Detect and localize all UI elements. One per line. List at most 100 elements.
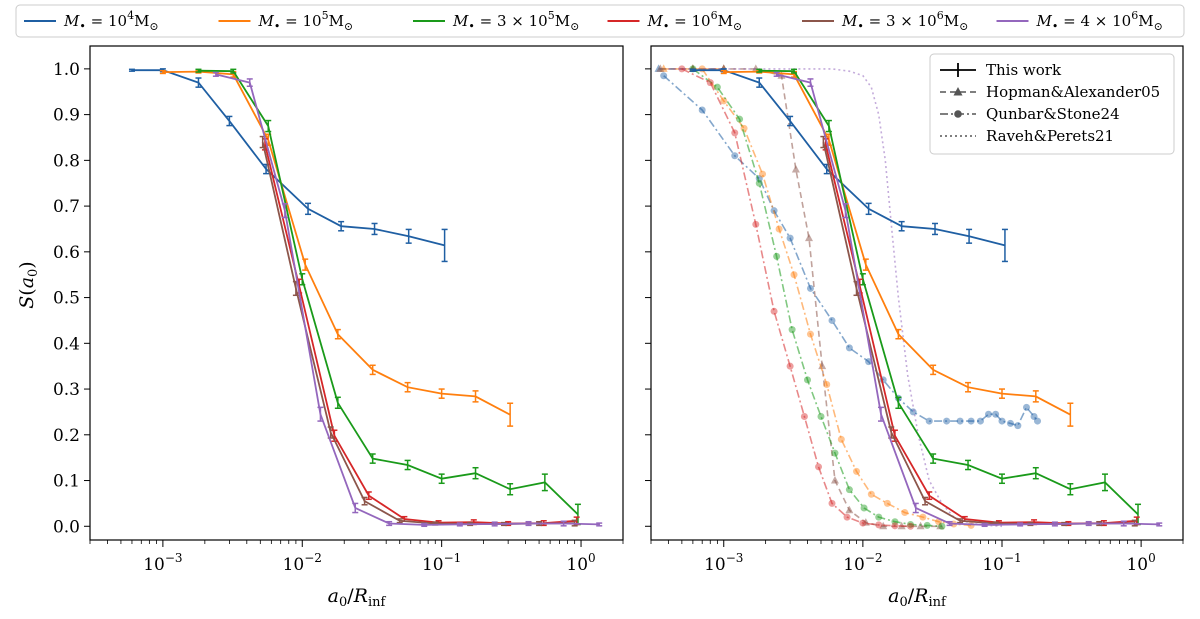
comparison-point bbox=[956, 417, 964, 425]
comparison-line bbox=[692, 68, 942, 528]
comparison-point bbox=[936, 521, 945, 530]
comparison-point bbox=[1034, 417, 1042, 425]
comparison-point bbox=[943, 417, 951, 425]
x-tick-label: 10−2 bbox=[843, 551, 882, 575]
comparison-point bbox=[806, 284, 814, 292]
series-line bbox=[776, 73, 1160, 526]
comparison-point bbox=[775, 225, 783, 233]
comparison-point bbox=[845, 505, 854, 514]
mass-legend-label: M• = 3 × 106M⊙ bbox=[841, 9, 968, 33]
comparison-line bbox=[681, 68, 911, 528]
comparison-point bbox=[967, 417, 975, 425]
comparison-point bbox=[938, 522, 946, 530]
series-line bbox=[759, 69, 1139, 516]
y-tick-label: 0.7 bbox=[53, 197, 80, 217]
series-line bbox=[198, 69, 579, 516]
y-tick-label: 0.0 bbox=[53, 517, 80, 537]
x-axis-label: a0/Rinf bbox=[328, 585, 387, 610]
y-tick-label: 0.1 bbox=[53, 472, 80, 492]
y-tick-label: 0.8 bbox=[53, 151, 80, 171]
comparison-point bbox=[923, 521, 931, 529]
axes-frame bbox=[89, 45, 624, 541]
method-legend-item: This work bbox=[940, 61, 1062, 79]
comparison-point bbox=[909, 408, 917, 416]
mass-legend-item: M• = 3 × 105M⊙ bbox=[413, 9, 579, 33]
y-tick-label: 0.3 bbox=[53, 380, 80, 400]
comparison-point bbox=[925, 417, 933, 425]
comparison-point bbox=[1014, 422, 1022, 430]
x-tick-label: 100 bbox=[1126, 551, 1155, 575]
comparison-point bbox=[804, 233, 813, 242]
y-tick-label: 0.4 bbox=[53, 334, 80, 354]
comparison-point bbox=[706, 79, 714, 87]
mass-legend-item: M• = 104M⊙ bbox=[24, 9, 159, 33]
comparison-point bbox=[720, 97, 728, 105]
comparison-line bbox=[701, 68, 972, 527]
comparison-point bbox=[752, 220, 760, 228]
x-tick-label: 10−3 bbox=[704, 551, 743, 575]
axes-frame bbox=[650, 45, 1184, 541]
comparison-point bbox=[817, 413, 825, 420]
comparison-point bbox=[713, 83, 721, 91]
comparison-point bbox=[845, 486, 853, 494]
comparison-point bbox=[1030, 413, 1038, 420]
comparison-point bbox=[860, 504, 868, 512]
method-legend-label: This work bbox=[986, 61, 1062, 79]
comparison-point bbox=[907, 520, 915, 528]
comparison-point bbox=[773, 252, 781, 260]
legend-marker bbox=[953, 87, 963, 96]
comparison-point bbox=[770, 307, 778, 315]
comparison-point bbox=[806, 330, 814, 338]
plot-area bbox=[128, 68, 603, 528]
comparison-point bbox=[755, 179, 763, 187]
method-legend: This work Hopman&Alexander05 Qunbar&Stone2… bbox=[929, 53, 1175, 155]
mass-legend-item: M• = 3 × 106M⊙ bbox=[802, 9, 968, 33]
comparison-point bbox=[786, 234, 794, 242]
mass-legend-label: M• = 3 × 105M⊙ bbox=[452, 9, 579, 33]
mass-legend-label: M• = 106M⊙ bbox=[647, 9, 743, 33]
series-line bbox=[692, 69, 1006, 247]
y-tick-label: 0.5 bbox=[53, 289, 80, 309]
comparison-point bbox=[818, 361, 827, 370]
mass-legend-box bbox=[15, 4, 1185, 38]
comparison-point bbox=[831, 449, 839, 457]
comparison-point bbox=[875, 521, 883, 529]
series-line bbox=[162, 70, 511, 416]
comparison-point bbox=[823, 380, 831, 388]
x-axis-label: a0/Rinf bbox=[888, 585, 947, 610]
comparison-point bbox=[1006, 419, 1014, 427]
x-tick-label: 10−1 bbox=[422, 551, 461, 575]
series-line bbox=[215, 73, 600, 526]
comparison-point bbox=[867, 490, 875, 498]
comparison-point bbox=[786, 362, 794, 370]
legend-marker bbox=[954, 110, 962, 118]
x-tick-label: 10−1 bbox=[982, 551, 1021, 575]
comparison-point bbox=[883, 499, 891, 507]
comparison-point bbox=[901, 509, 909, 517]
comparison-point bbox=[976, 417, 984, 425]
comparison-point bbox=[828, 316, 836, 324]
comparison-point bbox=[843, 513, 851, 521]
y-axis-label: S(a0) bbox=[16, 261, 41, 308]
comparison-point bbox=[891, 518, 899, 526]
comparison-point bbox=[660, 72, 668, 80]
mass-legend-label: M• = 105M⊙ bbox=[258, 9, 354, 33]
y-tick-label: 1.0 bbox=[53, 60, 80, 80]
method-legend-box bbox=[929, 53, 1175, 155]
comparison-point bbox=[656, 64, 665, 72]
comparison-point bbox=[919, 513, 927, 521]
mass-legend-item: M• = 106M⊙ bbox=[607, 9, 743, 33]
comparison-point bbox=[800, 413, 808, 420]
comparison-point bbox=[859, 519, 867, 527]
comparison-point bbox=[678, 65, 686, 73]
comparison-point bbox=[830, 476, 839, 484]
mass-legend: M• = 104M⊙ M• = 105M⊙ M• = 3 × 105M⊙ M• = 1… bbox=[15, 4, 1185, 38]
comparison-point bbox=[985, 410, 993, 418]
comparison-point bbox=[698, 106, 706, 114]
comparison-point bbox=[992, 410, 1000, 418]
mass-legend-item: M• = 4 × 106M⊙ bbox=[996, 9, 1163, 33]
x-tick-label: 10−3 bbox=[143, 551, 182, 575]
comparison-point bbox=[788, 326, 796, 334]
x-tick-label: 100 bbox=[566, 551, 595, 575]
